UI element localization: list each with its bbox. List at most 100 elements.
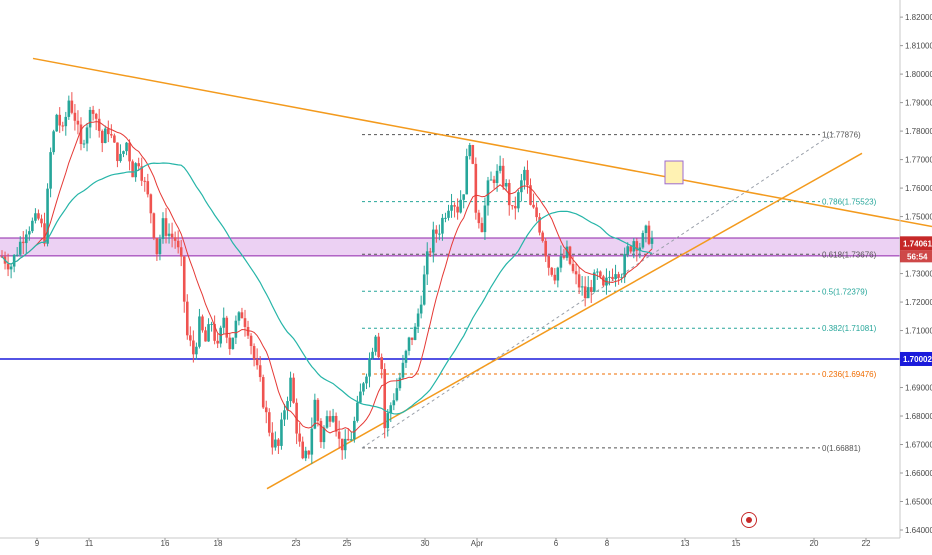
candle-body [152,213,156,238]
candle [435,225,438,243]
candle-body [359,391,362,403]
candle-body [100,130,104,144]
candle-body [192,340,195,355]
candle-body [556,267,560,281]
candle [40,214,43,228]
candle [46,183,49,247]
candle-body [577,274,581,288]
candle [49,147,52,198]
candle-body [407,337,411,351]
candle [76,110,80,135]
candle [447,204,450,221]
candle-body [31,220,34,232]
candle-body [67,100,71,117]
fib-level-label: 1(1.77876) [822,131,861,140]
candle-body [195,346,198,355]
candle-body [295,402,298,434]
candle-body [362,383,365,392]
candle-body [574,271,578,275]
candle [189,326,192,347]
price-tick-label: 1.75000 [905,213,932,222]
projection-line [361,131,836,449]
candle [544,237,547,263]
candle-body [626,246,630,254]
candle [143,176,147,192]
candle [562,249,566,260]
candle-body [143,180,147,182]
candle [240,307,244,319]
candle-body [349,439,353,441]
candle [635,238,639,262]
candle-body [15,254,19,256]
candle [107,120,110,143]
candle [264,400,268,424]
candle-body [198,316,201,347]
candle [368,352,371,388]
candle-body [523,169,526,181]
time-tick-label: 13 [681,539,690,548]
candle-body [562,256,566,258]
candle-body [565,246,569,258]
candle [201,314,204,333]
candle-body [635,241,639,251]
candle-body [520,180,523,193]
candle-body [432,229,435,253]
candle-body [231,337,235,350]
time-tick-label: 6 [554,539,559,548]
price-tick-label: 1.69000 [905,384,932,393]
candle [207,318,210,342]
candle [559,245,563,273]
candle [328,410,332,427]
candle [614,264,617,287]
candle [161,212,165,244]
candle-body [538,217,541,233]
candle-body [128,142,131,162]
candle-body [599,271,602,277]
candle [489,171,493,181]
candle-body [629,246,633,252]
candle [346,428,350,441]
candle [70,92,74,115]
event-flag-icon[interactable] [741,512,757,528]
candle-body [107,128,110,135]
candle [647,220,651,246]
candle [650,230,654,249]
candle-body [586,287,590,299]
candle [176,230,180,254]
candle-body [267,412,271,433]
candle [140,157,144,186]
candle [498,155,502,174]
candle [331,408,335,423]
candle-body [337,431,341,439]
candle [243,309,247,337]
candle-body [283,410,286,420]
candle [164,207,168,244]
candle [550,266,554,277]
candle [644,224,648,243]
candle-body [435,229,438,234]
candle [283,403,286,426]
candle [91,105,95,121]
candle-body [489,179,493,181]
candle [34,208,37,224]
candle [334,412,338,437]
candle-body [495,170,499,184]
candle-body [504,183,508,187]
candle [52,129,55,155]
candle-body [480,223,484,233]
candle-body [419,304,423,314]
candle [410,337,414,346]
candle-body [374,336,377,352]
candle [28,226,31,241]
time-tick-label: 23 [292,539,301,548]
candle [271,422,274,455]
candle [371,347,374,360]
candle [438,224,441,241]
candle-body [234,320,238,338]
candle-body [9,266,13,270]
candle [353,416,356,443]
candle [428,247,432,257]
candle-body [292,377,295,403]
